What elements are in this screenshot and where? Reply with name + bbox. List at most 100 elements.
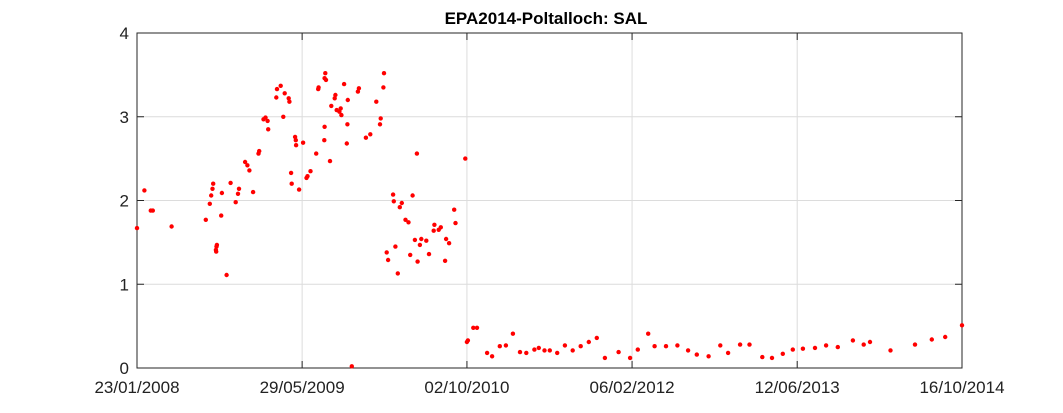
data-point (438, 225, 443, 230)
data-point (489, 354, 495, 359)
data-point (214, 249, 219, 254)
data-point (287, 99, 292, 104)
data-point (390, 192, 396, 197)
data-point (959, 323, 965, 328)
data-point (242, 159, 248, 165)
data-point (263, 115, 268, 120)
data-point (345, 122, 350, 127)
data-point (685, 348, 691, 353)
data-point (471, 325, 476, 330)
data-point (867, 339, 873, 345)
data-point (578, 344, 583, 349)
data-point (800, 346, 806, 351)
data-point (542, 348, 547, 353)
data-point (406, 220, 411, 225)
data-point (323, 71, 328, 76)
data-point (219, 190, 225, 196)
data-point (281, 114, 286, 120)
y-tick-label: 0 (120, 359, 129, 378)
data-point (286, 96, 291, 101)
data-point (374, 99, 379, 104)
data-point (391, 199, 396, 204)
data-point (333, 92, 338, 98)
data-point (929, 337, 934, 342)
data-point (725, 350, 731, 356)
data-point (233, 200, 238, 205)
data-point (288, 170, 294, 176)
data-point (835, 344, 840, 350)
data-point (769, 355, 775, 361)
data-point (385, 257, 391, 263)
data-point (356, 86, 362, 91)
data-point (497, 344, 502, 349)
data-point (292, 134, 298, 140)
data-point (780, 351, 785, 356)
x-tick-label: 23/01/2008 (94, 378, 179, 397)
x-tick-label: 02/10/2010 (424, 378, 509, 397)
data-point (349, 364, 354, 369)
data-point (393, 244, 398, 249)
data-point (465, 338, 471, 343)
data-point (322, 138, 327, 143)
data-point (337, 109, 342, 114)
x-tick-label: 16/10/2014 (919, 378, 1004, 397)
data-point (339, 112, 344, 118)
data-point (305, 174, 310, 179)
data-point (211, 181, 216, 186)
data-point (368, 132, 373, 137)
data-point (452, 207, 457, 212)
data-point (812, 345, 818, 351)
data-point (586, 339, 591, 345)
data-point (403, 217, 408, 222)
data-point (134, 225, 140, 231)
data-point (474, 325, 480, 330)
data-point (675, 343, 680, 348)
data-point (442, 258, 448, 263)
data-point (694, 352, 699, 357)
data-point (314, 151, 319, 156)
grid (136, 32, 963, 369)
data-point (203, 217, 208, 222)
data-point (547, 348, 552, 353)
data-point (219, 213, 224, 218)
data-point (555, 350, 560, 356)
data-point (424, 238, 429, 243)
data-point (322, 124, 327, 129)
data-point (344, 141, 349, 146)
x-axis-tick-labels: 23/01/2008 29/05/2009 02/10/2010 06/02/2012… (94, 378, 1004, 397)
data-point (265, 118, 270, 124)
data-point (245, 163, 250, 168)
data-point (524, 350, 529, 356)
data-point (274, 86, 280, 92)
data-point (207, 201, 212, 206)
data-point (635, 347, 640, 352)
data-point (663, 344, 669, 349)
data-point (453, 220, 458, 226)
data-point (432, 222, 437, 227)
data-point (257, 148, 262, 154)
data-point (646, 331, 651, 336)
data-point (210, 186, 215, 191)
y-tick-label: 2 (120, 192, 129, 211)
data-point (627, 355, 633, 361)
data-point (570, 348, 575, 353)
data-point (316, 85, 321, 90)
data-point (338, 106, 343, 111)
data-point (443, 236, 449, 242)
data-point (363, 135, 369, 140)
data-point (419, 236, 424, 242)
data-point (384, 250, 389, 255)
data-point (850, 338, 856, 343)
data-point (236, 186, 242, 191)
data-point (718, 343, 723, 348)
data-point (296, 187, 302, 192)
data-point (224, 272, 229, 278)
data-point (278, 83, 283, 89)
axis-ticks (136, 32, 963, 369)
data-points (134, 71, 965, 369)
x-tick-label: 06/02/2012 (590, 378, 675, 397)
data-point (308, 169, 313, 174)
data-point (463, 156, 468, 161)
data-point (446, 241, 452, 246)
